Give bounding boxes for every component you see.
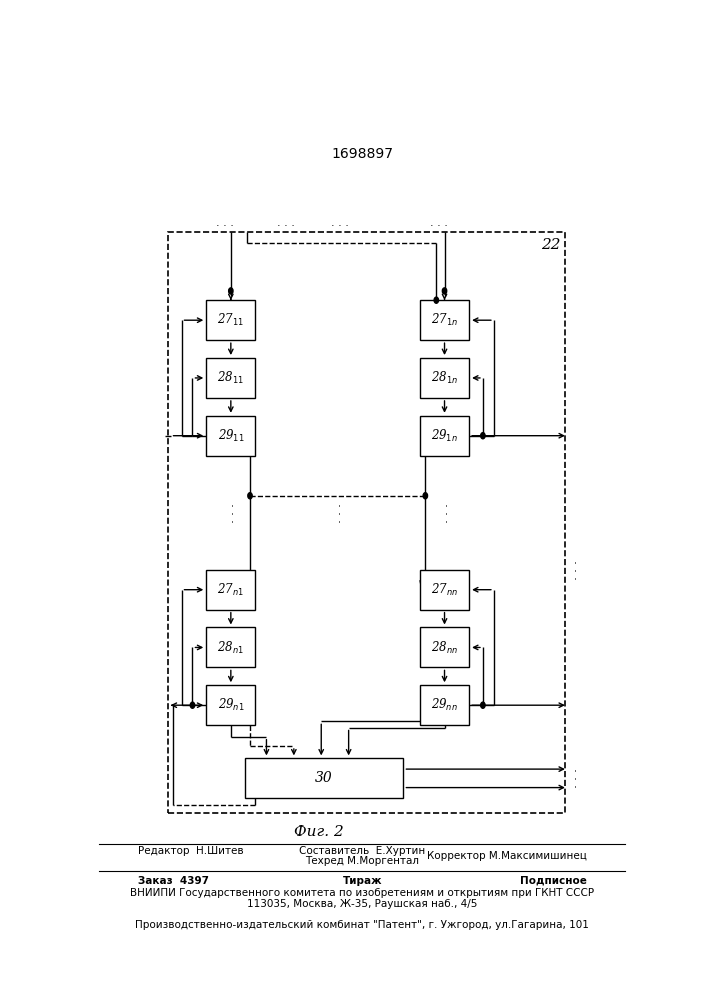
Text: Корректор М.Максимишинец: Корректор М.Максимишинец bbox=[427, 851, 587, 861]
Bar bbox=[420, 358, 469, 398]
Text: Производственно-издательский комбинат "Патент", г. Ужгород, ул.Гагарина, 101: Производственно-издательский комбинат "П… bbox=[136, 920, 589, 930]
Circle shape bbox=[481, 433, 485, 439]
Text: 28$_{nn}$: 28$_{nn}$ bbox=[431, 639, 458, 656]
Bar bbox=[206, 685, 255, 725]
Text: 30: 30 bbox=[315, 771, 333, 785]
Bar bbox=[245, 758, 404, 798]
Text: . . .: . . . bbox=[438, 503, 451, 523]
Text: 29$_{11}$: 29$_{11}$ bbox=[218, 428, 244, 444]
Circle shape bbox=[248, 493, 252, 499]
Text: Фиг. 2: Фиг. 2 bbox=[293, 825, 344, 839]
Bar bbox=[206, 300, 255, 340]
Text: · · ·: · · · bbox=[571, 768, 583, 788]
Circle shape bbox=[228, 288, 233, 294]
Bar bbox=[206, 416, 255, 456]
Text: 29$_{1n}$: 29$_{1n}$ bbox=[431, 428, 458, 444]
Bar bbox=[420, 570, 469, 610]
Text: 22: 22 bbox=[541, 238, 561, 252]
Text: . . .: . . . bbox=[216, 218, 234, 228]
Text: . . .: . . . bbox=[224, 503, 238, 523]
Text: 28$_{11}$: 28$_{11}$ bbox=[218, 370, 244, 386]
Bar bbox=[206, 358, 255, 398]
Text: 27$_{nn}$: 27$_{nn}$ bbox=[431, 582, 458, 598]
Text: . . .: . . . bbox=[276, 218, 295, 228]
Text: ВНИИПИ Государственного комитета по изобретениям и открытиям при ГКНТ СССР: ВНИИПИ Государственного комитета по изоб… bbox=[130, 888, 595, 898]
Bar bbox=[168, 232, 565, 813]
Bar bbox=[420, 300, 469, 340]
Bar bbox=[420, 416, 469, 456]
Text: 28$_{1n}$: 28$_{1n}$ bbox=[431, 370, 458, 386]
Text: 27$_{n1}$: 27$_{n1}$ bbox=[218, 582, 244, 598]
Text: 29$_{nn}$: 29$_{nn}$ bbox=[431, 697, 458, 713]
Text: 27$_{11}$: 27$_{11}$ bbox=[218, 312, 244, 328]
Bar bbox=[420, 685, 469, 725]
Text: Редактор  Н.Шитев: Редактор Н.Шитев bbox=[138, 846, 243, 856]
Text: 1698897: 1698897 bbox=[332, 147, 393, 161]
Text: Техред М.Моргентал: Техред М.Моргентал bbox=[305, 856, 419, 866]
Text: . . .: . . . bbox=[332, 218, 349, 228]
Text: Тираж: Тираж bbox=[343, 876, 382, 886]
Text: 27$_{1n}$: 27$_{1n}$ bbox=[431, 312, 458, 328]
Circle shape bbox=[443, 288, 447, 294]
Text: . . .: . . . bbox=[430, 218, 448, 228]
Circle shape bbox=[423, 493, 428, 499]
Text: 29$_{n1}$: 29$_{n1}$ bbox=[218, 697, 244, 713]
Circle shape bbox=[190, 702, 194, 708]
Text: 113035, Москва, Ж-35, Раушская наб., 4/5: 113035, Москва, Ж-35, Раушская наб., 4/5 bbox=[247, 899, 477, 909]
Bar bbox=[420, 627, 469, 667]
Text: Составитель  Е.Хуртин: Составитель Е.Хуртин bbox=[299, 846, 426, 856]
Bar bbox=[206, 570, 255, 610]
Circle shape bbox=[434, 297, 438, 303]
Text: Подписное: Подписное bbox=[520, 876, 587, 886]
Text: 28$_{n1}$: 28$_{n1}$ bbox=[218, 639, 244, 656]
Text: . . .: . . . bbox=[331, 503, 344, 523]
Text: Заказ  4397: Заказ 4397 bbox=[138, 876, 209, 886]
Text: · · ·: · · · bbox=[571, 560, 583, 580]
Circle shape bbox=[481, 702, 485, 708]
Bar bbox=[206, 627, 255, 667]
